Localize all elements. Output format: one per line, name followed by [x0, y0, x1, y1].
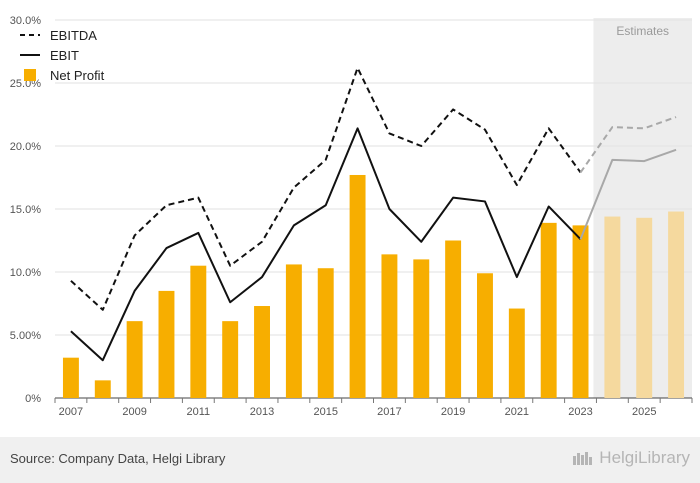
- net-profit-bar: [508, 308, 525, 398]
- x-tick-label: 2019: [441, 406, 465, 418]
- net-profit-bar: [126, 321, 143, 398]
- net-profit-bar: [381, 254, 398, 398]
- net-profit-bar: [349, 174, 366, 398]
- net-profit-bar: [572, 225, 589, 398]
- x-tick-label: 2009: [122, 406, 146, 418]
- x-tick-label: 2015: [313, 406, 337, 418]
- library-shelf-icon: [573, 452, 593, 465]
- x-tick-label: 2017: [377, 406, 401, 418]
- net-profit-bar: [477, 273, 493, 398]
- legend-net-profit-marker: [24, 69, 36, 81]
- net-profit-bar: [445, 240, 462, 398]
- net-profit-bar: [94, 380, 111, 398]
- brand-name: HelgiLibrary: [599, 448, 690, 467]
- net-profit-bars: [62, 174, 685, 398]
- net-profit-bar: [158, 290, 175, 398]
- x-tick-label: 2007: [59, 406, 83, 418]
- legend: EBITDA EBIT Net Profit: [20, 28, 105, 83]
- net-profit-bar: [413, 259, 430, 398]
- ebitda-estimate-line: [579, 116, 677, 174]
- ebit-line: [70, 127, 582, 362]
- legend-net-profit-label: Net Profit: [50, 68, 105, 83]
- brand-logo: HelgiLibrary: [572, 448, 690, 468]
- x-axis: 2007 2009 2011 2013 2015 2017 2019 2021 2023 2025: [54, 398, 693, 418]
- net-profit-bar: [668, 211, 685, 398]
- y-tick-label: 10.0%: [10, 267, 41, 279]
- ebitda-line: [70, 66, 582, 311]
- estimates-label: Estimates: [616, 24, 669, 38]
- net-profit-bar: [62, 357, 79, 398]
- chart: Estimates 0%5.00%10.0%15.0%20.0%25.0%30.…: [10, 15, 693, 418]
- y-tick-label: 30.0%: [10, 15, 41, 27]
- net-profit-bar: [285, 264, 302, 398]
- x-tick-label: 2011: [186, 406, 210, 418]
- x-tick-label: 2025: [632, 406, 656, 418]
- net-profit-bar: [254, 306, 270, 398]
- legend-ebitda-label: EBITDA: [50, 28, 97, 43]
- y-tick-label: 0%: [25, 393, 41, 405]
- y-axis: 0%5.00%10.0%15.0%20.0%25.0%30.0%: [10, 15, 41, 405]
- footer: Source: Company Data, Helgi Library Helg…: [0, 437, 700, 483]
- net-profit-bar: [190, 265, 207, 398]
- net-profit-bar: [604, 216, 621, 398]
- net-profit-bar: [540, 222, 557, 398]
- y-tick-label: 5.00%: [10, 330, 41, 342]
- lines: [70, 66, 677, 362]
- net-profit-bar: [636, 217, 653, 398]
- ebit-estimate-line: [579, 148, 677, 240]
- net-profit-bar: [317, 268, 334, 398]
- x-tick-label: 2021: [505, 406, 529, 418]
- net-profit-bar: [222, 321, 239, 398]
- x-tick-label: 2023: [568, 406, 592, 418]
- legend-ebit-label: EBIT: [50, 48, 79, 63]
- y-tick-label: 20.0%: [10, 141, 41, 153]
- source-note: Source: Company Data, Helgi Library: [10, 451, 226, 466]
- x-tick-label: 2013: [250, 406, 274, 418]
- y-tick-label: 15.0%: [10, 204, 41, 216]
